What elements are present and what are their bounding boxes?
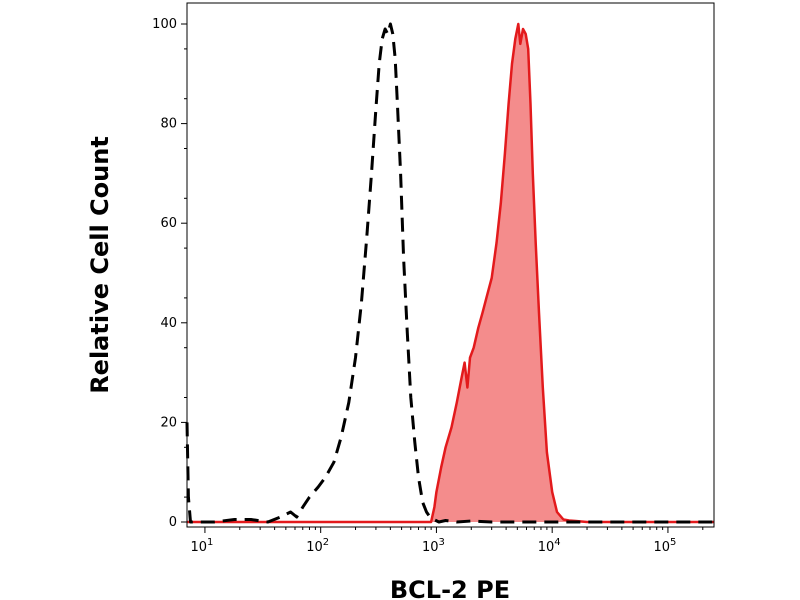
y-tick-label: 40	[160, 316, 177, 331]
x-tick-label: 105	[653, 537, 676, 555]
x-tick-label: 102	[306, 537, 329, 555]
y-tick-label: 80	[160, 117, 177, 132]
y-tick-label: 60	[160, 216, 177, 231]
x-axis: 101 102 103 104 105	[190, 527, 704, 555]
plot-frame	[186, 2, 715, 528]
x-tick-label: 104	[538, 537, 561, 555]
series-1-outline	[187, 22, 714, 524]
series-0-dashed-line	[185, 22, 714, 524]
y-tick-label: 0	[169, 515, 177, 530]
series-layer	[185, 22, 714, 524]
x-axis-title: BCL-2 PE	[390, 576, 510, 600]
x-tick-label: 101	[190, 537, 213, 555]
y-axis: 0 20 40 60 80 100	[152, 17, 187, 530]
y-axis-title: Relative Cell Count	[86, 136, 114, 394]
x-tick-label: 103	[422, 537, 445, 555]
y-tick-label: 20	[160, 415, 177, 430]
y-tick-label: 100	[152, 17, 177, 32]
